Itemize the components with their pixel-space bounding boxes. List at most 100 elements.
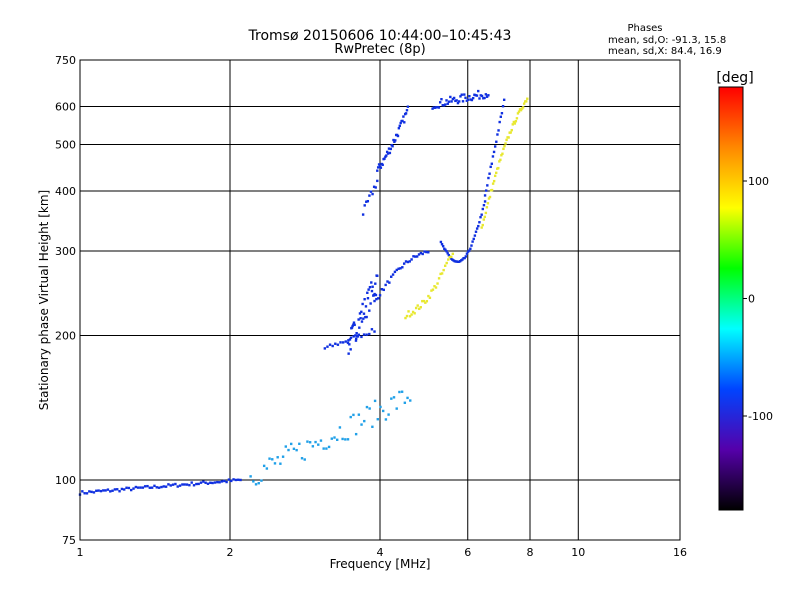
data-point — [416, 304, 419, 307]
data-point — [510, 128, 513, 132]
data-point — [371, 425, 374, 428]
data-point — [363, 204, 366, 207]
data-point — [387, 413, 390, 416]
data-point — [331, 344, 334, 348]
data-point — [463, 93, 466, 96]
data-point — [496, 133, 499, 136]
data-point — [341, 341, 345, 344]
data-point — [414, 255, 417, 258]
data-point — [427, 294, 430, 298]
data-point — [360, 320, 364, 323]
data-point — [338, 426, 342, 429]
data-point — [397, 127, 401, 130]
data-point — [325, 447, 328, 450]
data-point — [348, 343, 351, 346]
colorbar-label: [deg] — [716, 70, 753, 86]
data-point — [516, 112, 520, 115]
data-point — [354, 432, 358, 436]
data-point — [454, 99, 457, 103]
data-point — [444, 103, 447, 106]
data-point — [482, 203, 486, 207]
data-point — [181, 483, 184, 486]
data-point — [322, 447, 325, 450]
data-point — [192, 484, 196, 487]
data-point — [362, 312, 366, 315]
data-point — [465, 252, 469, 255]
colorbar-tick-label: -100 — [748, 410, 773, 423]
data-point — [385, 150, 389, 154]
data-point — [483, 96, 486, 100]
data-point — [485, 95, 489, 98]
data-point — [441, 244, 445, 248]
data-point — [475, 94, 479, 97]
data-point — [479, 216, 482, 219]
data-point — [405, 109, 409, 112]
data-point — [440, 98, 443, 101]
data-point — [116, 488, 119, 491]
chart-subtitle: RwPretec (8p) — [334, 42, 425, 57]
data-point — [254, 483, 258, 486]
data-point — [356, 335, 360, 338]
data-point — [104, 489, 107, 492]
data-point — [481, 223, 484, 227]
data-point — [369, 190, 373, 193]
data-point — [481, 207, 485, 211]
data-point — [366, 291, 369, 295]
data-point — [461, 258, 464, 261]
phases-o-line: mean, sd,O: -91.3, 15.8 — [608, 35, 726, 46]
data-point — [365, 315, 368, 319]
y-tick-label: 750 — [55, 54, 76, 67]
data-point — [372, 185, 376, 188]
data-point — [123, 488, 126, 491]
data-point — [127, 486, 131, 490]
data-point — [441, 104, 444, 107]
data-point — [484, 211, 488, 215]
x-tick-label: 6 — [464, 546, 471, 559]
data-point — [469, 247, 472, 251]
data-point — [386, 280, 389, 283]
data-point — [477, 89, 480, 93]
data-point — [368, 332, 371, 336]
data-point — [83, 492, 86, 495]
data-point — [505, 138, 508, 142]
data-point — [352, 413, 355, 417]
data-point — [355, 337, 358, 340]
data-point — [442, 104, 446, 107]
data-point — [452, 96, 456, 100]
data-point — [447, 253, 451, 257]
data-point — [129, 488, 133, 492]
data-point — [143, 485, 147, 488]
data-point — [352, 321, 356, 324]
data-point — [223, 479, 226, 483]
data-point — [374, 186, 377, 189]
data-point — [377, 297, 380, 300]
x-tick-labels: 1 2 4 6 8 10 16 — [77, 546, 688, 559]
data-point — [471, 240, 474, 243]
data-point — [478, 97, 481, 100]
data-point — [413, 312, 416, 315]
data-point — [425, 300, 429, 303]
data-point — [408, 315, 412, 318]
data-point — [391, 273, 395, 276]
data-point — [99, 489, 103, 493]
data-point — [284, 445, 287, 448]
data-point — [404, 260, 408, 263]
data-point — [458, 100, 461, 103]
data-point — [397, 267, 400, 270]
data-point — [257, 482, 260, 485]
data-point — [295, 448, 298, 452]
data-point — [199, 481, 203, 484]
data-point — [384, 418, 388, 421]
data-point — [376, 169, 379, 172]
data-point — [507, 136, 510, 139]
data-point — [432, 106, 436, 109]
data-point — [434, 286, 438, 289]
data-point — [336, 343, 340, 346]
data-point — [455, 99, 458, 102]
data-point — [451, 252, 455, 256]
data-point — [361, 213, 365, 216]
data-point — [439, 272, 442, 276]
data-point — [176, 485, 179, 488]
data-point — [388, 281, 391, 284]
data-point — [489, 165, 492, 169]
